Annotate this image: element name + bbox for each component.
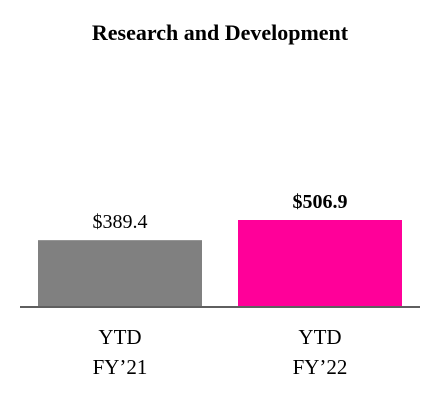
category-label-2: YTD FY’22 (293, 325, 348, 379)
category-label-1: YTD FY’21 (93, 325, 148, 379)
bars-layer (38, 220, 402, 307)
category-label-line: YTD (298, 325, 341, 349)
bar-2 (238, 220, 402, 307)
data-labels-layer: $389.4 $506.9 (93, 191, 348, 233)
category-label-line: FY’22 (293, 355, 348, 379)
category-label-line: FY’21 (93, 355, 148, 379)
bar-1 (38, 240, 202, 307)
data-label-2: $506.9 (293, 191, 348, 213)
category-labels-layer: YTD FY’21 YTD FY’22 (93, 325, 348, 379)
data-label-1: $389.4 (93, 211, 148, 233)
category-label-line: YTD (98, 325, 141, 349)
chart-title: Research and Development (92, 20, 349, 45)
